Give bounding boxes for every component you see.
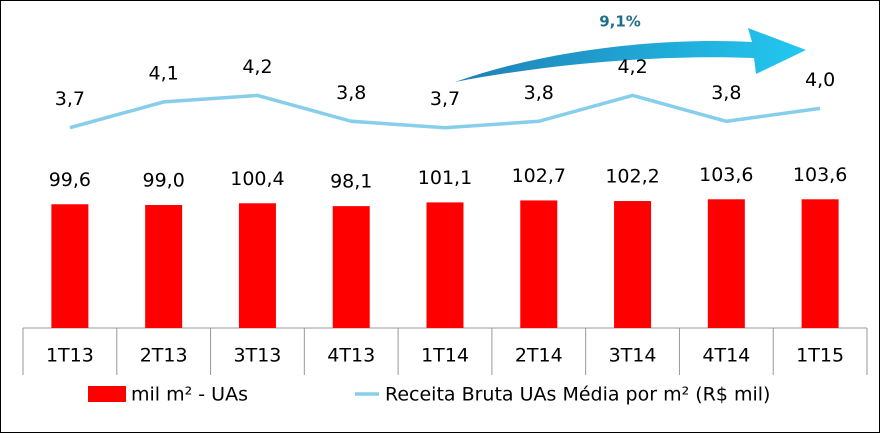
- annotation: 9,1%: [599, 13, 641, 31]
- legend-label: mil m² - UAs: [131, 384, 248, 406]
- bar: [707, 199, 745, 328]
- legend-label: Receita Bruta UAs Média por m² (R$ mil): [385, 384, 770, 406]
- line-value-label: 3,8: [711, 82, 741, 104]
- bar-value-label: 99,6: [49, 169, 91, 191]
- bar-value-label: 98,1: [330, 171, 372, 193]
- bar-value-label: 100,4: [230, 168, 284, 190]
- x-tick-label: 2T13: [140, 345, 188, 367]
- x-tick-label: 4T13: [327, 345, 375, 367]
- bar: [614, 201, 652, 328]
- bar-value-label: 101,1: [418, 167, 472, 189]
- x-tick-label: 1T14: [421, 345, 469, 367]
- bar-value-label: 103,6: [793, 164, 847, 186]
- bar: [801, 199, 839, 328]
- line-value-label: 4,1: [149, 62, 179, 84]
- line-value-label: 3,7: [55, 88, 85, 110]
- legend-swatch: [88, 386, 126, 402]
- bar-value-label: 99,0: [143, 170, 185, 192]
- bar: [332, 206, 370, 328]
- bar: [145, 205, 183, 328]
- line: [69, 93, 821, 130]
- bar: [51, 204, 89, 328]
- x-tick-label: 1T13: [46, 345, 94, 367]
- bar-value-label: 102,7: [512, 165, 566, 187]
- line-value-label: 4,0: [805, 69, 835, 91]
- bar-value-label: 102,2: [605, 166, 659, 188]
- x-tick-label: 3T13: [234, 345, 282, 367]
- bar: [238, 203, 276, 328]
- x-tick-label: 3T14: [609, 345, 657, 367]
- line-value-label: 3,7: [430, 88, 460, 110]
- line-value-label: 4,2: [242, 56, 272, 78]
- x-tick-label: 4T14: [702, 345, 750, 367]
- bar: [520, 200, 558, 328]
- x-tick-label: 2T14: [515, 345, 563, 367]
- line-value-label: 3,8: [524, 82, 554, 104]
- bar: [426, 202, 464, 328]
- line-value-label: 3,8: [336, 82, 366, 104]
- line-value-label: 4,2: [617, 56, 647, 78]
- x-tick-label: 1T15: [796, 345, 844, 367]
- bar-value-label: 103,6: [699, 164, 753, 186]
- growth-arrow: [455, 28, 806, 82]
